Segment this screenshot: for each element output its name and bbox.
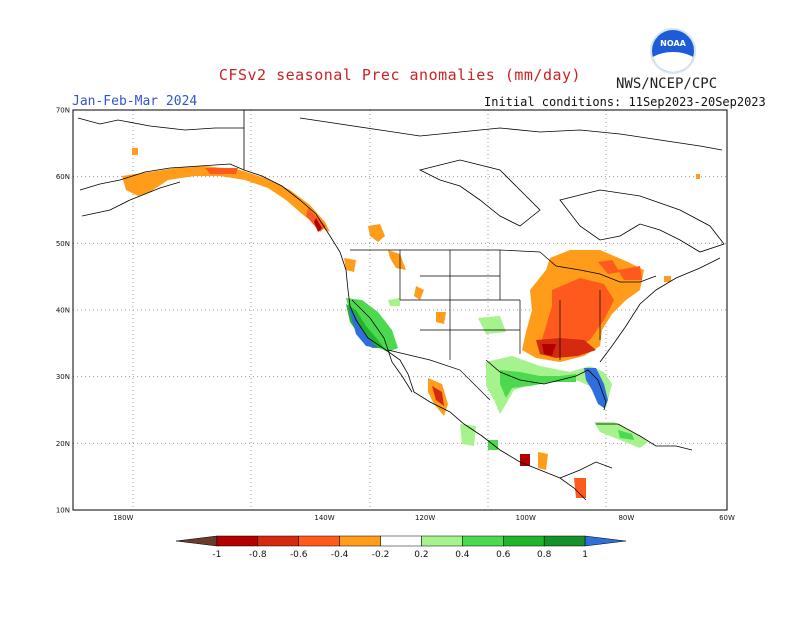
colorbar-label: 1 xyxy=(582,550,588,560)
initial-conditions-label: Initial conditions: 11Sep2023-20Sep2023 xyxy=(484,95,766,109)
colorbar-label: -1 xyxy=(212,550,221,560)
lon-tick-label: 120W xyxy=(415,514,435,522)
coastlines xyxy=(77,110,725,501)
colorbar-label: -0.8 xyxy=(249,550,267,560)
lat-tick-label: 40N xyxy=(56,307,70,315)
season-label: Jan-Feb-Mar 2024 xyxy=(72,94,198,109)
colorbar-label: -0.2 xyxy=(372,550,390,560)
noaa-logo-wave xyxy=(652,52,694,72)
organization-label: NWS/NCEP/CPC xyxy=(616,76,718,92)
anomaly-florida-wet xyxy=(584,368,608,408)
map-border xyxy=(72,109,728,511)
lat-tick-label: 30N xyxy=(56,373,70,381)
colorbar-swatch xyxy=(543,535,586,547)
colorbar-swatch xyxy=(175,535,218,547)
anomaly-gulf-wet xyxy=(486,356,612,414)
colorbar-swatch xyxy=(503,535,545,547)
colorbar-swatch xyxy=(421,535,463,547)
colorbar-label: 0.6 xyxy=(496,550,511,560)
lat-tick-label: 20N xyxy=(56,440,70,448)
longitude-ticks: 180W 140W 120W 100W 80W 60W xyxy=(113,514,735,522)
colorbar-label: 0.4 xyxy=(455,550,470,560)
anomaly-alaska-dry xyxy=(122,166,330,232)
colorbar-swatch xyxy=(216,535,259,547)
colorbar-swatch xyxy=(380,535,422,547)
colorbar-swatch xyxy=(257,535,299,547)
colorbar-label: 0.8 xyxy=(537,550,552,560)
colorbar-swatch xyxy=(298,535,340,547)
noaa-logo: NOAA xyxy=(650,28,696,74)
colorbar-swatch xyxy=(339,535,381,547)
lon-tick-label: 140W xyxy=(314,514,334,522)
colorbar-swatch xyxy=(462,535,504,547)
colorbar: -1 -0.8 -0.6 -0.4 -0.2 0.2 0.4 0.6 0.8 1 xyxy=(175,535,627,560)
lat-tick-label: 70N xyxy=(56,107,70,115)
colorbar-swatch xyxy=(584,535,627,547)
anomaly-shading xyxy=(122,148,700,498)
lat-tick-label: 50N xyxy=(56,240,70,248)
colorbar-label: 0.2 xyxy=(414,550,428,560)
lon-tick-label: 80W xyxy=(618,514,634,522)
lon-tick-label: 100W xyxy=(516,514,536,522)
colorbar-label: -0.4 xyxy=(331,550,349,560)
noaa-logo-text: NOAA xyxy=(660,39,686,48)
figure-title: CFSv2 seasonal Prec anomalies (mm/day) xyxy=(218,66,582,84)
lat-tick-label: 60N xyxy=(56,173,70,181)
anomaly-california-wet xyxy=(346,298,398,352)
lon-tick-label: 60W xyxy=(719,514,735,522)
borders xyxy=(350,249,657,401)
lon-tick-label: 180W xyxy=(113,514,133,522)
latitude-ticks: 70N 60N 50N 40N 30N 20N 10N xyxy=(56,107,70,515)
colorbar-label: -0.6 xyxy=(290,550,308,560)
lat-tick-label: 10N xyxy=(56,507,70,515)
